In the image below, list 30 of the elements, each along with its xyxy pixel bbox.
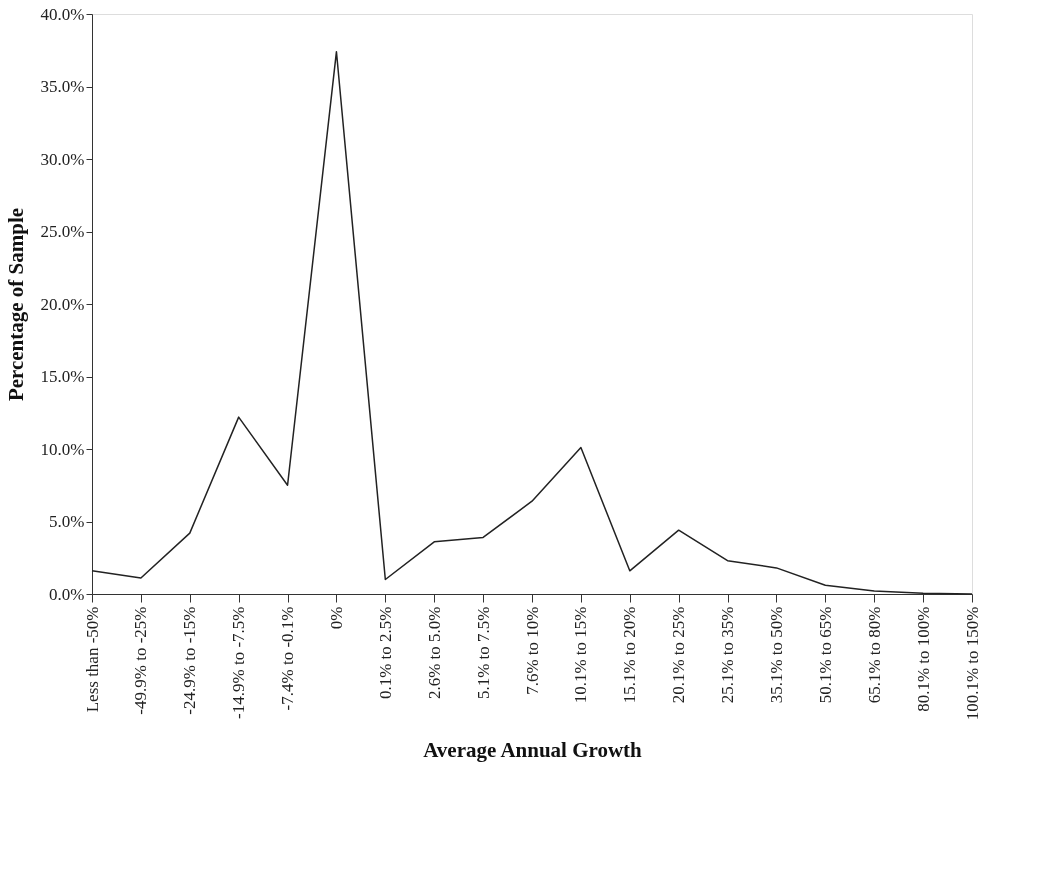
x-tick-label: -24.9% to -15% [180,606,200,715]
x-tick-label: 80.1% to 100% [913,606,933,712]
x-tick-label: 35.1% to 50% [766,606,786,704]
x-tick-label: 25.1% to 35% [718,606,738,704]
y-tick-label: 0.0% [49,584,85,604]
x-tick-label: 2.6% to 5.0% [424,606,444,700]
y-tick-label: 15.0% [40,367,85,386]
x-tick-label: 65.1% to 80% [864,606,884,704]
y-tick-label: 20.0% [40,294,85,314]
x-axis-title: Average Annual Growth [423,738,643,763]
x-tick-label: 5.1% to 7.5% [473,606,493,700]
x-tick-label: 0.1% to 2.5% [375,606,395,700]
y-tick-label: 30.0% [40,149,85,169]
x-tick-label: -7.4% to -0.1% [278,606,298,711]
x-tick-label: 7.6% to 10% [522,606,542,695]
x-tick-label: 10.1% to 15% [571,606,591,704]
x-tick-label: 100.1% to 150% [962,606,982,721]
y-tick-label: 25.0% [40,222,85,241]
x-tick-label: Less than -50% [82,606,102,713]
x-tick-label: -49.9% to -25% [131,606,151,715]
y-tick-label: 40.0% [40,4,85,24]
x-tick-label: 50.1% to 65% [815,606,835,704]
y-tick-label: 35.0% [40,77,85,96]
x-tick-label: 15.1% to 20% [620,606,640,704]
y-tick-label: 5.0% [49,512,85,531]
x-tick-label: -14.9% to -7.5% [229,606,249,719]
y-tick-label: 10.0% [40,439,85,459]
y-axis-title: Percentage of Sample [3,207,28,402]
x-tick-label: 20.1% to 25% [669,606,689,704]
x-tick-label: 0% [326,606,346,630]
